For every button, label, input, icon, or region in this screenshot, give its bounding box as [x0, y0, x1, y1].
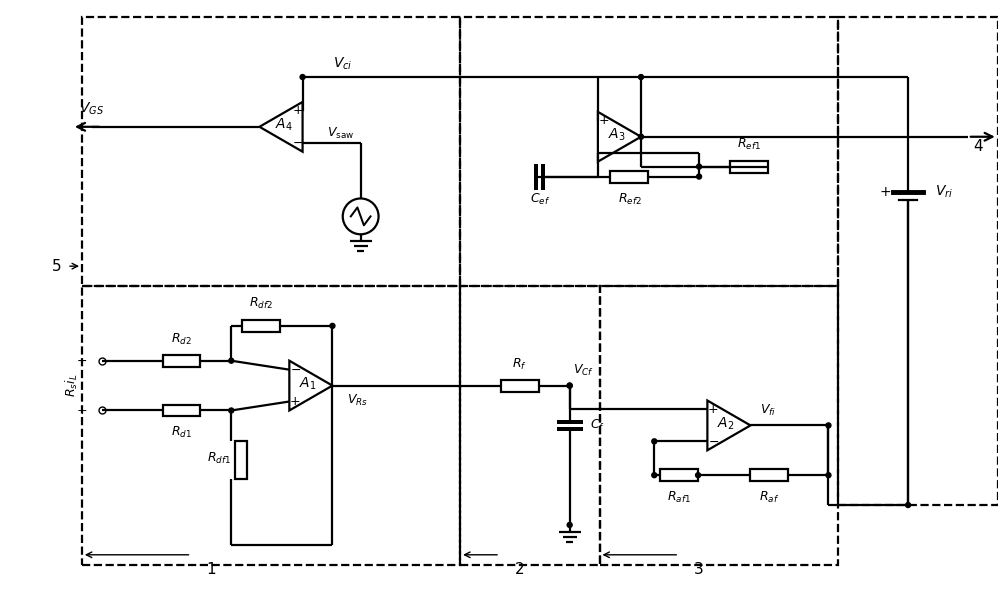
Bar: [82, 17, 460, 286]
Circle shape: [697, 164, 702, 169]
Text: 5: 5: [52, 259, 62, 274]
Bar: [730, 161, 768, 173]
Circle shape: [300, 74, 305, 79]
Text: $V_{\mathrm{saw}}$: $V_{\mathrm{saw}}$: [327, 126, 355, 141]
Text: $A_4$: $A_4$: [275, 117, 293, 133]
Bar: [600, 286, 838, 565]
Text: $V_{ci}$: $V_{ci}$: [333, 55, 352, 72]
Circle shape: [639, 74, 643, 79]
Circle shape: [652, 439, 657, 444]
Circle shape: [229, 408, 234, 413]
Text: $V_{ri}$: $V_{ri}$: [935, 184, 953, 200]
Text: +: +: [599, 114, 609, 128]
Text: $-$: $-$: [708, 435, 719, 448]
Circle shape: [826, 423, 831, 428]
Text: $C_f$: $C_f$: [590, 418, 604, 433]
Text: $V_{GS}$: $V_{GS}$: [79, 101, 104, 117]
Text: $R_{d2}$: $R_{d2}$: [171, 331, 192, 347]
Text: $V_{Rs}$: $V_{Rs}$: [347, 393, 368, 408]
Text: +: +: [290, 395, 301, 408]
Bar: [660, 469, 698, 481]
Text: $R_{d1}$: $R_{d1}$: [171, 424, 192, 439]
Circle shape: [567, 383, 572, 388]
Bar: [460, 286, 600, 565]
Bar: [242, 320, 280, 332]
Text: +: +: [292, 104, 303, 117]
Bar: [610, 170, 648, 182]
Text: $R_{af1}$: $R_{af1}$: [667, 490, 691, 505]
Text: $R_{ef1}$: $R_{ef1}$: [737, 136, 761, 152]
Circle shape: [696, 473, 701, 477]
Circle shape: [567, 383, 572, 388]
Circle shape: [652, 473, 657, 477]
Bar: [750, 469, 788, 481]
Text: +: +: [76, 404, 87, 417]
Text: $R_si_L$: $R_si_L$: [64, 374, 80, 398]
Text: +: +: [879, 185, 891, 200]
Text: $A_3$: $A_3$: [608, 126, 625, 143]
Text: $A_1$: $A_1$: [299, 375, 317, 392]
Bar: [163, 405, 200, 417]
Text: 4: 4: [973, 139, 983, 154]
Text: $A_2$: $A_2$: [717, 415, 735, 432]
Bar: [501, 380, 539, 392]
Text: 1: 1: [207, 562, 216, 578]
Text: $R_{df1}$: $R_{df1}$: [207, 451, 231, 466]
Text: $V_{Cf}$: $V_{Cf}$: [573, 363, 594, 378]
Text: $-$: $-$: [290, 363, 301, 376]
Text: $R_{ef2}$: $R_{ef2}$: [618, 191, 641, 207]
Circle shape: [639, 134, 643, 139]
Bar: [82, 286, 460, 565]
Circle shape: [330, 324, 335, 328]
Text: +: +: [708, 403, 719, 416]
Bar: [460, 17, 838, 286]
Text: $-$: $-$: [76, 354, 87, 367]
Text: $R_{df2}$: $R_{df2}$: [249, 296, 273, 311]
Bar: [235, 441, 247, 479]
Circle shape: [229, 358, 234, 363]
Text: 2: 2: [515, 562, 525, 578]
Text: $V_{fi}$: $V_{fi}$: [760, 403, 776, 418]
Text: $R_{af}$: $R_{af}$: [759, 490, 779, 505]
Circle shape: [906, 502, 911, 508]
Text: $-$: $-$: [598, 146, 609, 159]
Bar: [838, 17, 998, 505]
Text: 3: 3: [694, 562, 704, 578]
Text: $C_{ef}$: $C_{ef}$: [530, 191, 550, 207]
Bar: [163, 355, 200, 367]
Circle shape: [697, 174, 702, 179]
Circle shape: [826, 473, 831, 477]
Circle shape: [567, 523, 572, 527]
Text: $R_f$: $R_f$: [512, 356, 527, 372]
Text: $-$: $-$: [292, 136, 303, 149]
